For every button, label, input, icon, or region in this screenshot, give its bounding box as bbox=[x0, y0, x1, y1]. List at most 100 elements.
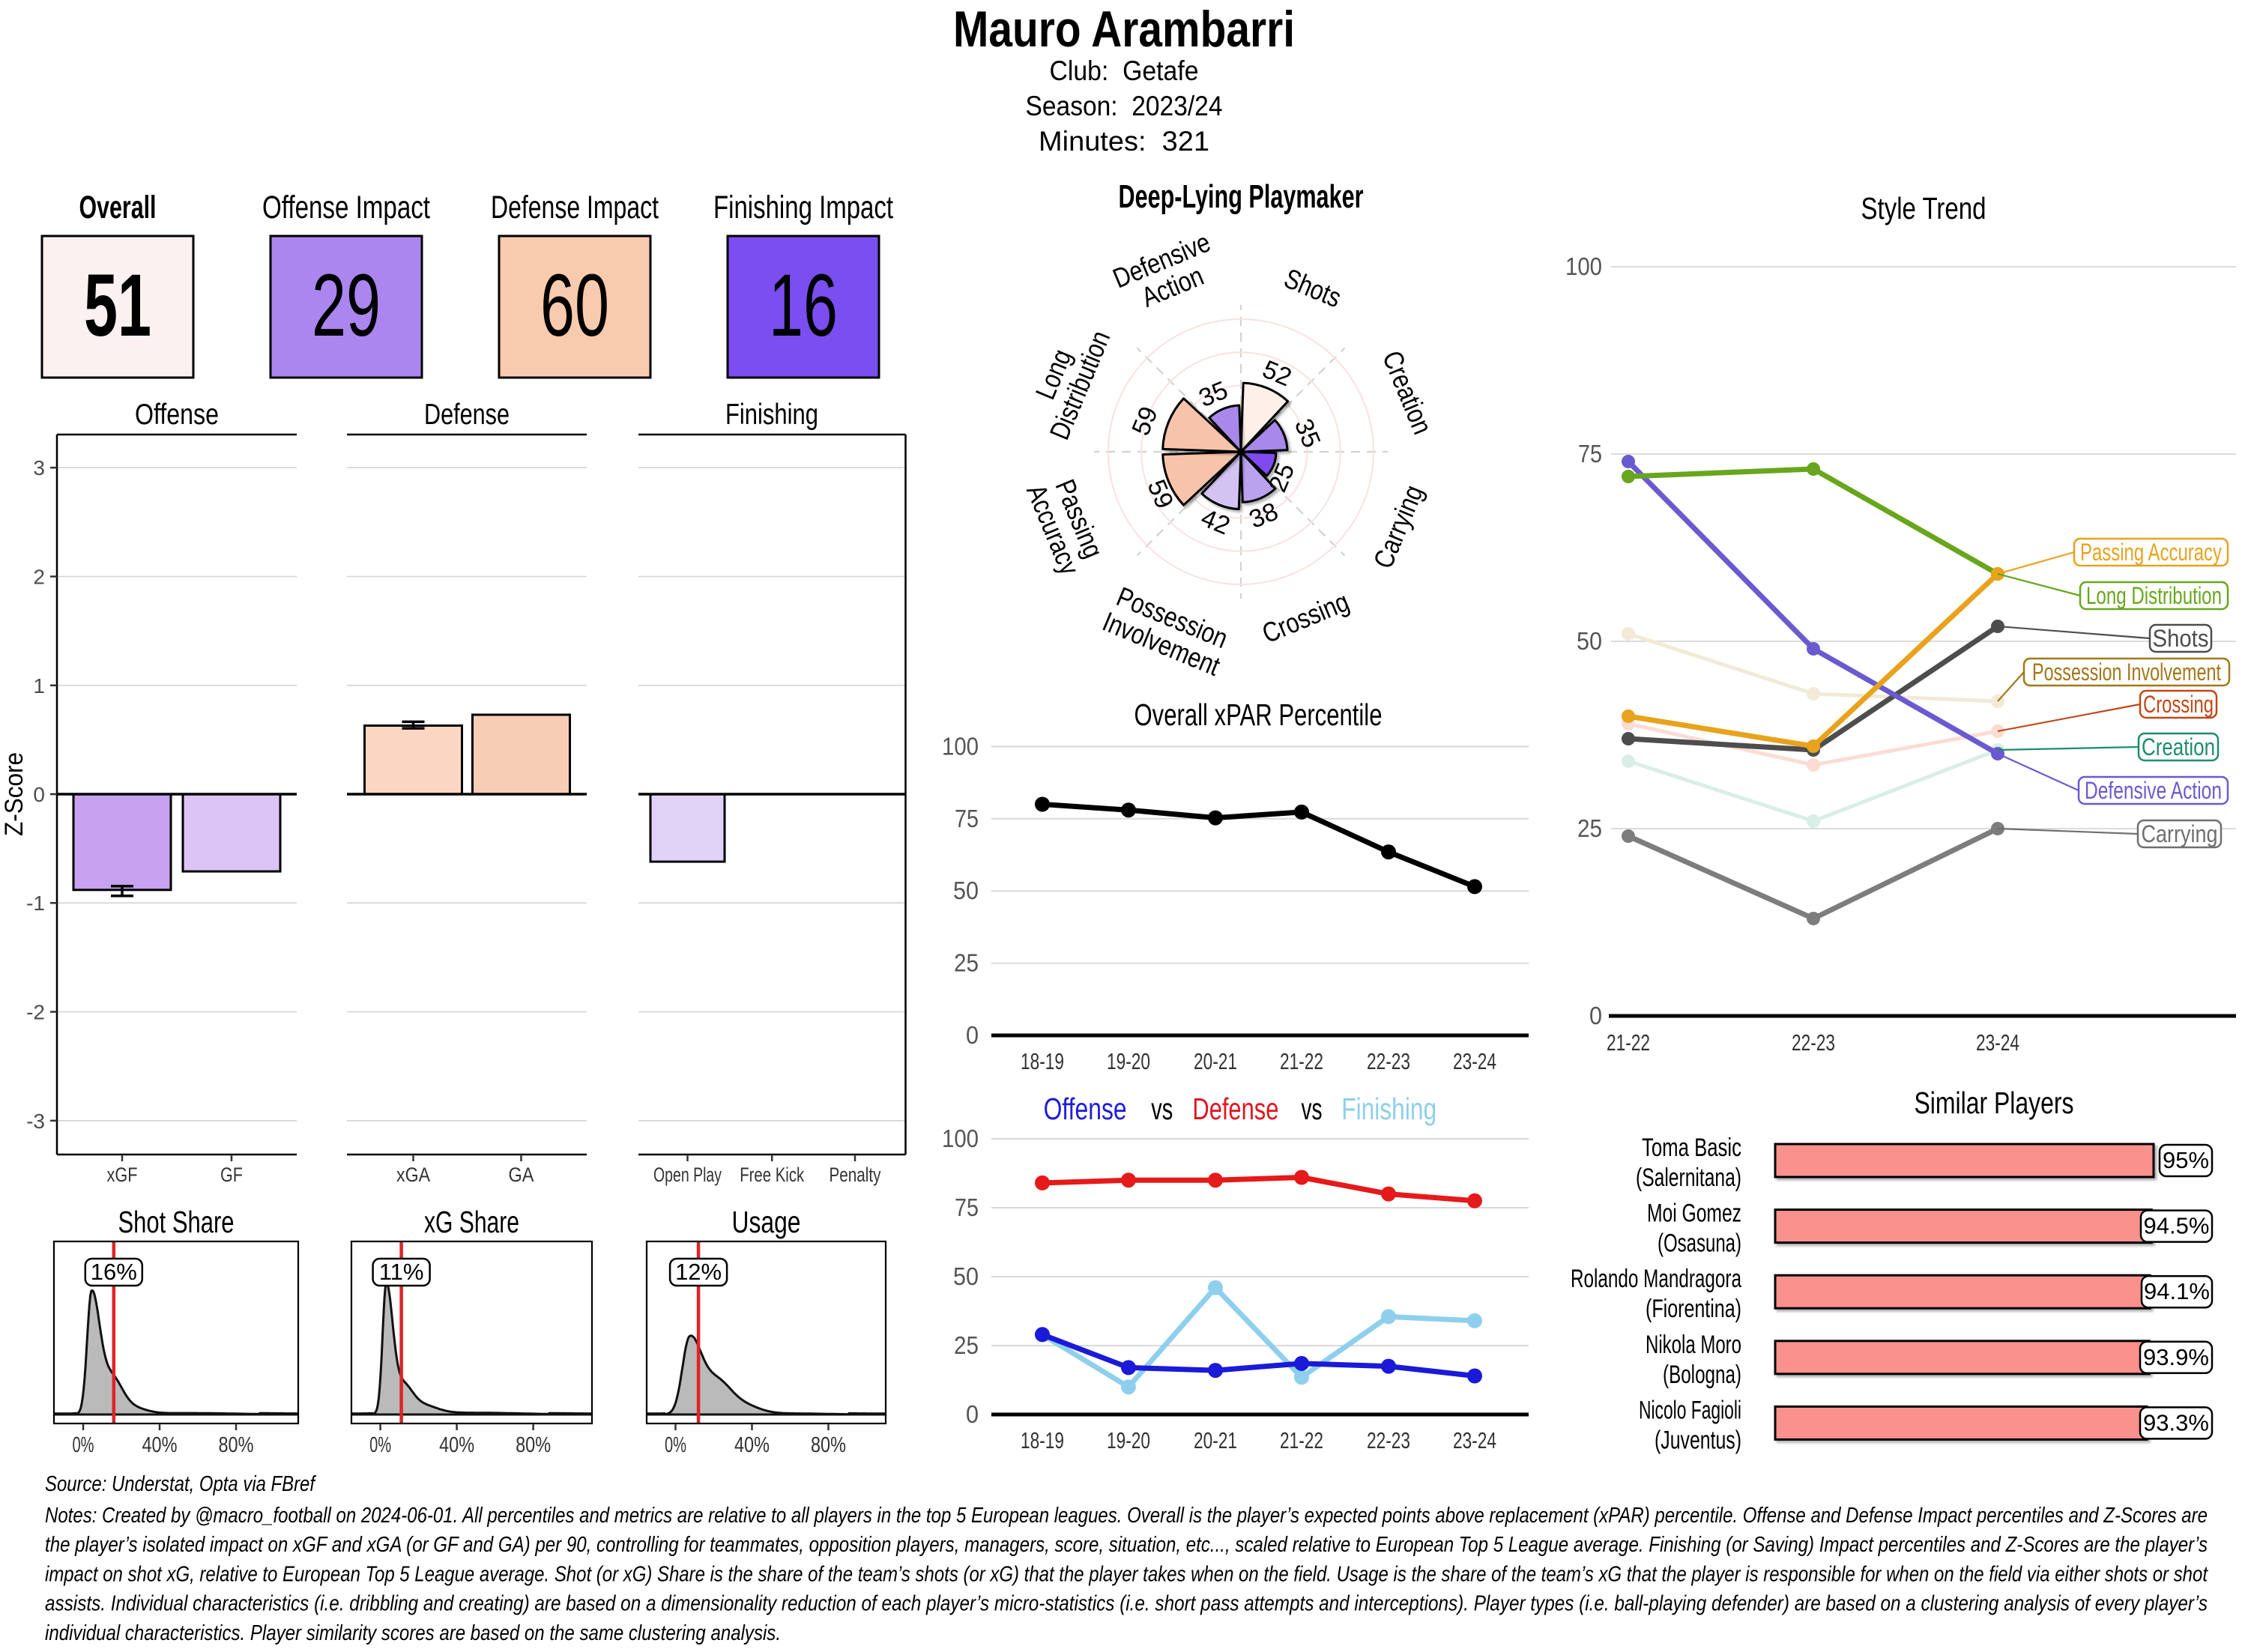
svg-text:Mauro Arambarri: Mauro Arambarri bbox=[953, 1, 1295, 58]
svg-text:Similar Players: Similar Players bbox=[1915, 1086, 2074, 1120]
svg-text:80%: 80% bbox=[516, 1433, 551, 1457]
svg-text:18-19: 18-19 bbox=[1021, 1048, 1064, 1074]
svg-text:Offense: Offense bbox=[135, 399, 219, 431]
svg-text:vs: vs bbox=[1302, 1092, 1323, 1126]
svg-text:94.1%: 94.1% bbox=[2144, 1278, 2210, 1304]
svg-text:(Bologna): (Bologna) bbox=[1663, 1361, 1741, 1389]
svg-text:25: 25 bbox=[1577, 814, 1602, 842]
svg-text:Minutes: 321: Minutes: 321 bbox=[1039, 126, 1209, 157]
svg-text:Carrying: Carrying bbox=[2142, 820, 2218, 847]
svg-text:25: 25 bbox=[954, 1331, 979, 1359]
svg-text:Deep-Lying Playmaker: Deep-Lying Playmaker bbox=[1119, 178, 1364, 215]
svg-text:Toma Basic: Toma Basic bbox=[1642, 1134, 1741, 1162]
svg-text:Defense: Defense bbox=[1192, 1092, 1278, 1126]
svg-text:40%: 40% bbox=[142, 1433, 178, 1457]
svg-text:Defensive Action: Defensive Action bbox=[2085, 777, 2222, 804]
svg-text:25: 25 bbox=[954, 949, 979, 977]
svg-text:0%: 0% bbox=[369, 1433, 391, 1457]
svg-text:Style Trend: Style Trend bbox=[1861, 191, 1986, 226]
svg-text:Long Distribution: Long Distribution bbox=[2086, 582, 2222, 609]
svg-text:-3: -3 bbox=[26, 1110, 45, 1133]
svg-text:16%: 16% bbox=[91, 1259, 137, 1285]
svg-text:Moi Gomez: Moi Gomez bbox=[1647, 1199, 1741, 1228]
svg-text:50: 50 bbox=[953, 1262, 979, 1290]
svg-text:75: 75 bbox=[1578, 440, 1602, 468]
svg-text:xGF: xGF bbox=[107, 1164, 138, 1186]
svg-text:Open Play: Open Play bbox=[653, 1164, 722, 1186]
svg-text:12%: 12% bbox=[675, 1259, 722, 1285]
svg-text:GF: GF bbox=[220, 1164, 243, 1186]
svg-text:100: 100 bbox=[942, 732, 979, 760]
svg-text:-1: -1 bbox=[26, 892, 45, 915]
svg-text:40%: 40% bbox=[734, 1433, 770, 1457]
svg-text:Free Kick: Free Kick bbox=[740, 1164, 804, 1186]
svg-text:Overall xPAR Percentile: Overall xPAR Percentile bbox=[1134, 698, 1383, 732]
svg-text:Penalty: Penalty bbox=[830, 1164, 881, 1186]
svg-text:(Osasuna): (Osasuna) bbox=[1658, 1229, 1741, 1258]
svg-text:23-24: 23-24 bbox=[1976, 1029, 2019, 1056]
svg-text:75: 75 bbox=[955, 805, 979, 832]
svg-text:Overall: Overall bbox=[79, 190, 157, 226]
svg-text:29: 29 bbox=[312, 256, 381, 355]
svg-text:22-23: 22-23 bbox=[1367, 1427, 1410, 1453]
svg-text:Nicolo Fagioli: Nicolo Fagioli bbox=[1639, 1396, 1741, 1424]
svg-text:Finishing: Finishing bbox=[725, 399, 818, 431]
svg-text:0: 0 bbox=[1589, 1002, 1602, 1029]
svg-text:50: 50 bbox=[953, 877, 979, 904]
svg-text:20-21: 20-21 bbox=[1194, 1427, 1237, 1453]
svg-text:Offense: Offense bbox=[1044, 1092, 1127, 1126]
svg-text:Defense: Defense bbox=[424, 399, 510, 431]
svg-text:Creation: Creation bbox=[2142, 733, 2215, 760]
svg-text:93.3%: 93.3% bbox=[2143, 1409, 2209, 1435]
svg-text:Shots: Shots bbox=[2153, 625, 2209, 652]
svg-text:xGA: xGA bbox=[396, 1164, 430, 1186]
svg-text:23-24: 23-24 bbox=[1453, 1427, 1496, 1453]
svg-text:20-21: 20-21 bbox=[1194, 1048, 1237, 1074]
svg-text:the player’s isolated impact o: the player’s isolated impact on xGF and … bbox=[45, 1533, 2208, 1557]
svg-text:22-23: 22-23 bbox=[1792, 1029, 1835, 1056]
svg-text:2: 2 bbox=[33, 566, 45, 589]
svg-text:Source: Understat, Opta via FB: Source: Understat, Opta via FBref bbox=[45, 1472, 316, 1496]
svg-text:(Juventus): (Juventus) bbox=[1655, 1426, 1741, 1454]
svg-text:Passing Accuracy: Passing Accuracy bbox=[2080, 539, 2222, 566]
svg-text:0: 0 bbox=[966, 1021, 979, 1049]
svg-text:0: 0 bbox=[966, 1400, 979, 1428]
svg-text:80%: 80% bbox=[219, 1433, 254, 1457]
svg-text:impact on shot xG, relative to: impact on shot xG, relative to European … bbox=[45, 1562, 2209, 1586]
svg-text:Club: Getafe: Club: Getafe bbox=[1050, 55, 1199, 86]
svg-text:assists. Individual characteri: assists. Individual characteristics (i.e… bbox=[45, 1592, 2208, 1616]
svg-text:11%: 11% bbox=[379, 1259, 424, 1285]
svg-text:Crossing: Crossing bbox=[2143, 691, 2214, 718]
svg-text:95%: 95% bbox=[2163, 1147, 2209, 1173]
svg-text:50: 50 bbox=[1577, 627, 1602, 655]
svg-text:23-24: 23-24 bbox=[1453, 1048, 1496, 1074]
svg-text:xG Share: xG Share bbox=[424, 1205, 519, 1239]
svg-text:3: 3 bbox=[33, 456, 45, 479]
svg-text:100: 100 bbox=[1565, 252, 1602, 280]
svg-text:0%: 0% bbox=[665, 1433, 686, 1457]
svg-text:-2: -2 bbox=[26, 1001, 45, 1024]
svg-text:Possession Involvement: Possession Involvement bbox=[2032, 659, 2221, 686]
svg-text:Usage: Usage bbox=[732, 1205, 801, 1239]
svg-text:40%: 40% bbox=[439, 1433, 474, 1457]
svg-text:22-23: 22-23 bbox=[1367, 1048, 1410, 1074]
svg-text:Finishing Impact: Finishing Impact bbox=[713, 190, 893, 226]
svg-text:individual characteristics. Pl: individual characteristics. Player simil… bbox=[45, 1621, 781, 1645]
svg-text:0: 0 bbox=[33, 783, 45, 806]
svg-text:94.5%: 94.5% bbox=[2144, 1213, 2210, 1239]
svg-text:19-20: 19-20 bbox=[1107, 1048, 1150, 1074]
svg-text:vs: vs bbox=[1151, 1092, 1173, 1126]
svg-text:(Fiorentina): (Fiorentina) bbox=[1646, 1295, 1741, 1323]
svg-text:51: 51 bbox=[84, 256, 151, 355]
svg-text:Season: 2023/24: Season: 2023/24 bbox=[1026, 91, 1223, 121]
svg-text:21-22: 21-22 bbox=[1280, 1048, 1323, 1074]
svg-text:Z-Score: Z-Score bbox=[0, 752, 28, 836]
svg-text:Finishing: Finishing bbox=[1341, 1092, 1436, 1126]
svg-text:Offense Impact: Offense Impact bbox=[262, 190, 430, 226]
svg-text:Rolando Mandragora: Rolando Mandragora bbox=[1571, 1265, 1741, 1293]
svg-text:19-20: 19-20 bbox=[1107, 1427, 1150, 1453]
svg-text:21-22: 21-22 bbox=[1280, 1427, 1323, 1453]
svg-text:60: 60 bbox=[540, 256, 609, 355]
svg-text:100: 100 bbox=[942, 1125, 979, 1152]
svg-text:80%: 80% bbox=[811, 1433, 846, 1457]
